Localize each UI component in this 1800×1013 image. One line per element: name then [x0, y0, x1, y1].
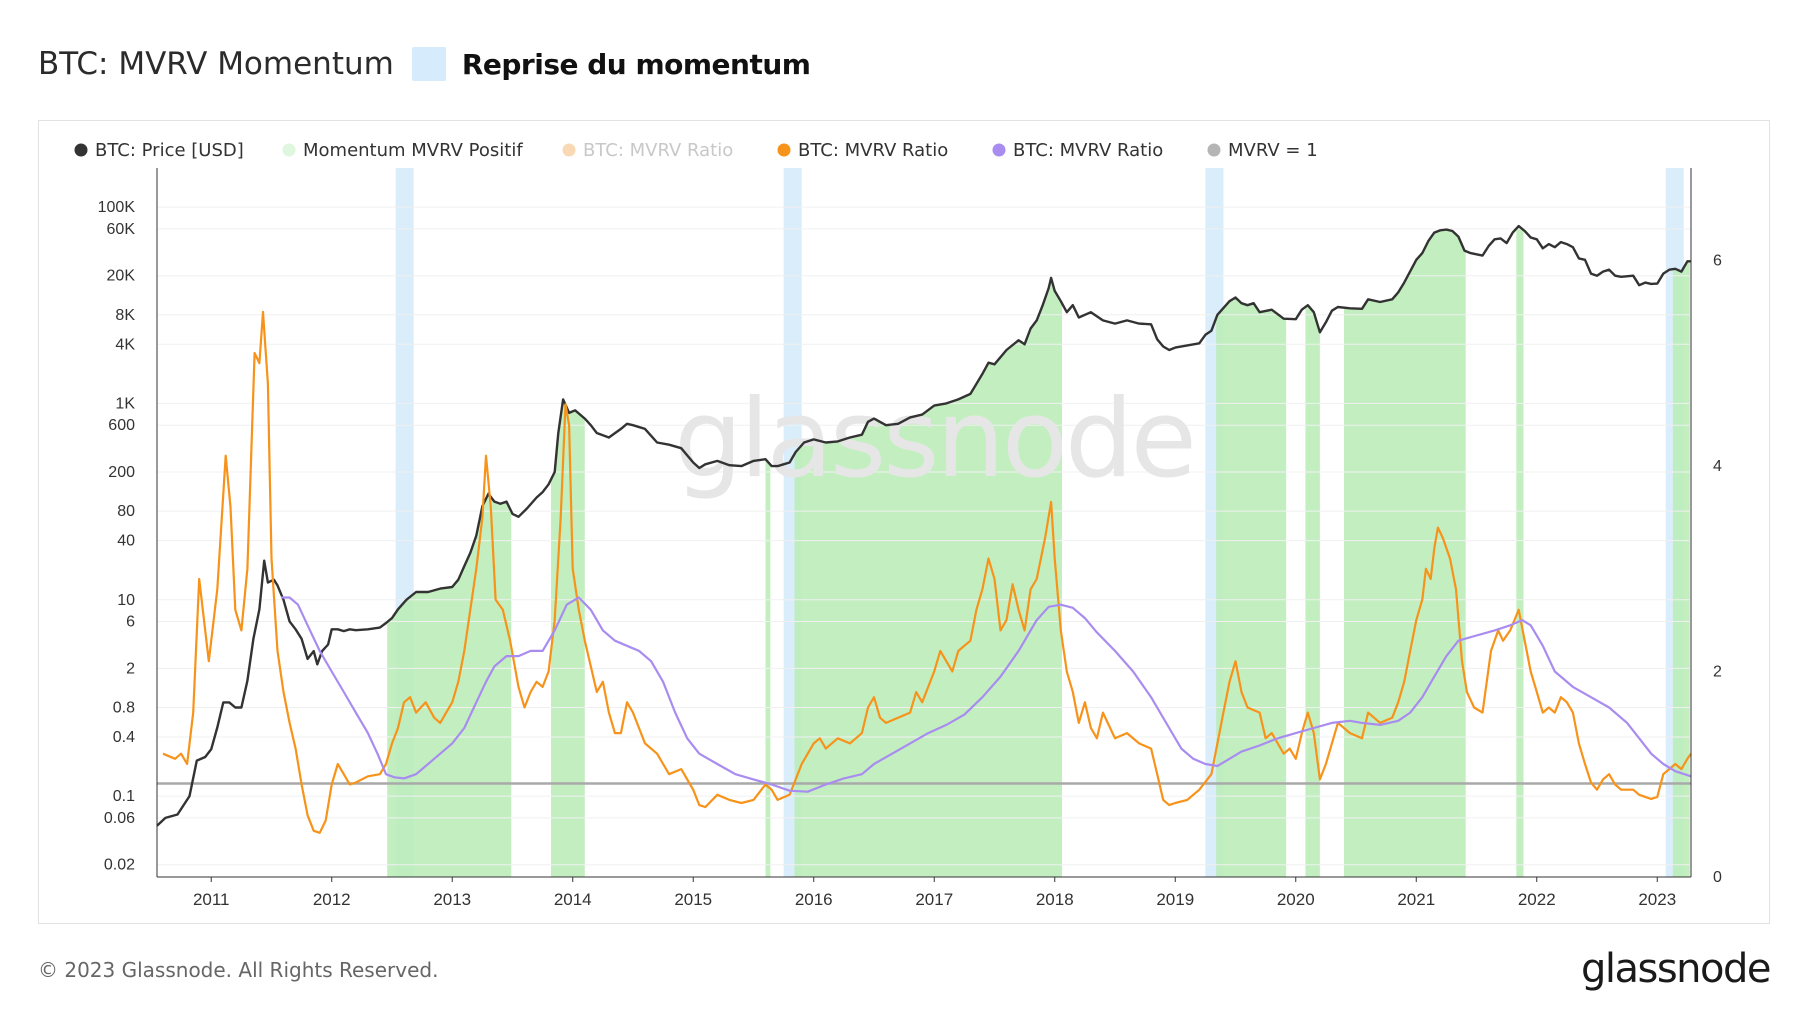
- y-left-tick-label: 0.06: [104, 810, 135, 827]
- x-tick-label: 2016: [795, 890, 833, 909]
- y-left-tick-label: 40: [117, 533, 135, 550]
- copyright-text: © 2023 Glassnode. All Rights Reserved.: [38, 958, 439, 982]
- legend-item[interactable]: BTC: MVRV Ratio: [562, 140, 734, 161]
- y-left-tick-label: 20K: [107, 268, 136, 285]
- legend-marker-icon: [1207, 143, 1221, 157]
- legend-marker-icon: [282, 143, 296, 157]
- chart-title: BTC: MVRV Momentum: [38, 46, 394, 82]
- y-left-tick-label: 100K: [98, 199, 136, 216]
- y-right-tick-label: 2: [1713, 663, 1722, 680]
- legend-label: BTC: Price [USD]: [95, 140, 244, 161]
- x-tick-label: 2012: [313, 890, 351, 909]
- green-band: [1305, 305, 1320, 877]
- y-left-tick-label: 60K: [107, 221, 136, 238]
- legend-label: BTC: MVRV Ratio: [583, 140, 733, 161]
- x-tick-label: 2019: [1156, 890, 1194, 909]
- y-left-tick-label: 0.8: [113, 699, 135, 716]
- y-left-tick-label: 1K: [115, 395, 135, 412]
- mvrv-orange-line: [162, 310, 1692, 834]
- x-tick-label: 2017: [915, 890, 953, 909]
- mvrv-purple-line: [281, 596, 1692, 793]
- momentum-badge: Reprise du momentum: [411, 47, 811, 81]
- green-band: [1516, 226, 1524, 878]
- x-tick-label: 2011: [193, 890, 230, 909]
- green-band: [1344, 229, 1466, 878]
- price-line: [156, 224, 1691, 827]
- x-tick-label: 2013: [433, 890, 471, 909]
- y-left-tick-label: 8K: [115, 307, 135, 324]
- y-left-tick-label: 80: [117, 503, 135, 520]
- legend-label: BTC: MVRV Ratio: [798, 140, 948, 161]
- legend-item[interactable]: BTC: MVRV Ratio: [992, 140, 1164, 161]
- chart-panel: glassnode 100K 60K 20K 8K 4K 1K 600 200 80 40 10 6 2…: [38, 120, 1770, 924]
- legend-marker-icon: [777, 143, 791, 157]
- x-tick-label: 2022: [1518, 890, 1556, 909]
- legend-label: Momentum MVRV Positif: [303, 140, 523, 161]
- y-left-tick-label: 4K: [115, 336, 135, 353]
- chart-header: BTC: MVRV Momentum Reprise du momentum: [38, 44, 811, 84]
- y-left-tick-label: 6: [126, 614, 135, 631]
- y-right-tick-label: 6: [1713, 252, 1722, 269]
- y-left-tick-label: 0.4: [113, 729, 135, 746]
- y-right-tick-label: 4: [1713, 458, 1722, 475]
- legend-item[interactable]: BTC: MVRV Ratio: [777, 140, 949, 161]
- y-left-tick-label: 10: [117, 592, 135, 609]
- legend-marker-icon: [562, 143, 576, 157]
- x-tick-label: 2023: [1638, 890, 1676, 909]
- x-tick-label: 2021: [1397, 890, 1435, 909]
- y-left-tick-label: 0.02: [104, 857, 135, 874]
- badge-swatch: [411, 47, 446, 81]
- green-band: [794, 277, 1062, 877]
- green-band: [387, 493, 512, 877]
- x-tick-label: 2015: [674, 890, 712, 909]
- x-tick-label: 2014: [554, 890, 592, 909]
- mvrv-chart[interactable]: glassnode 100K60K20K8K4K1K60020080401062…: [39, 121, 1771, 925]
- legend-item[interactable]: Momentum MVRV Positif: [282, 140, 524, 161]
- y-left-tick-label: 2: [126, 660, 135, 677]
- green-band: [1672, 261, 1690, 877]
- legend-item[interactable]: BTC: Price [USD]: [74, 140, 244, 161]
- badge-label: Reprise du momentum: [461, 47, 811, 81]
- legend-label: BTC: MVRV Ratio: [1013, 140, 1163, 161]
- glassnode-logo: glassnode: [1580, 946, 1772, 992]
- x-tick-label: 2020: [1277, 890, 1315, 909]
- y-right-tick-label: 0: [1713, 869, 1722, 886]
- watermark-text: glassnode: [674, 377, 1194, 502]
- y-left-tick-label: 0.1: [113, 788, 135, 805]
- y-left-tick-label: 200: [108, 464, 135, 481]
- x-tick-label: 2018: [1036, 890, 1074, 909]
- legend-marker-icon: [74, 143, 88, 157]
- legend-label: MVRV = 1: [1228, 140, 1318, 161]
- y-left-tick-label: 600: [108, 417, 135, 434]
- legend-item[interactable]: MVRV = 1: [1207, 140, 1318, 161]
- green-band: [1216, 297, 1287, 877]
- green-band: [551, 399, 585, 877]
- legend-marker-icon: [992, 143, 1006, 157]
